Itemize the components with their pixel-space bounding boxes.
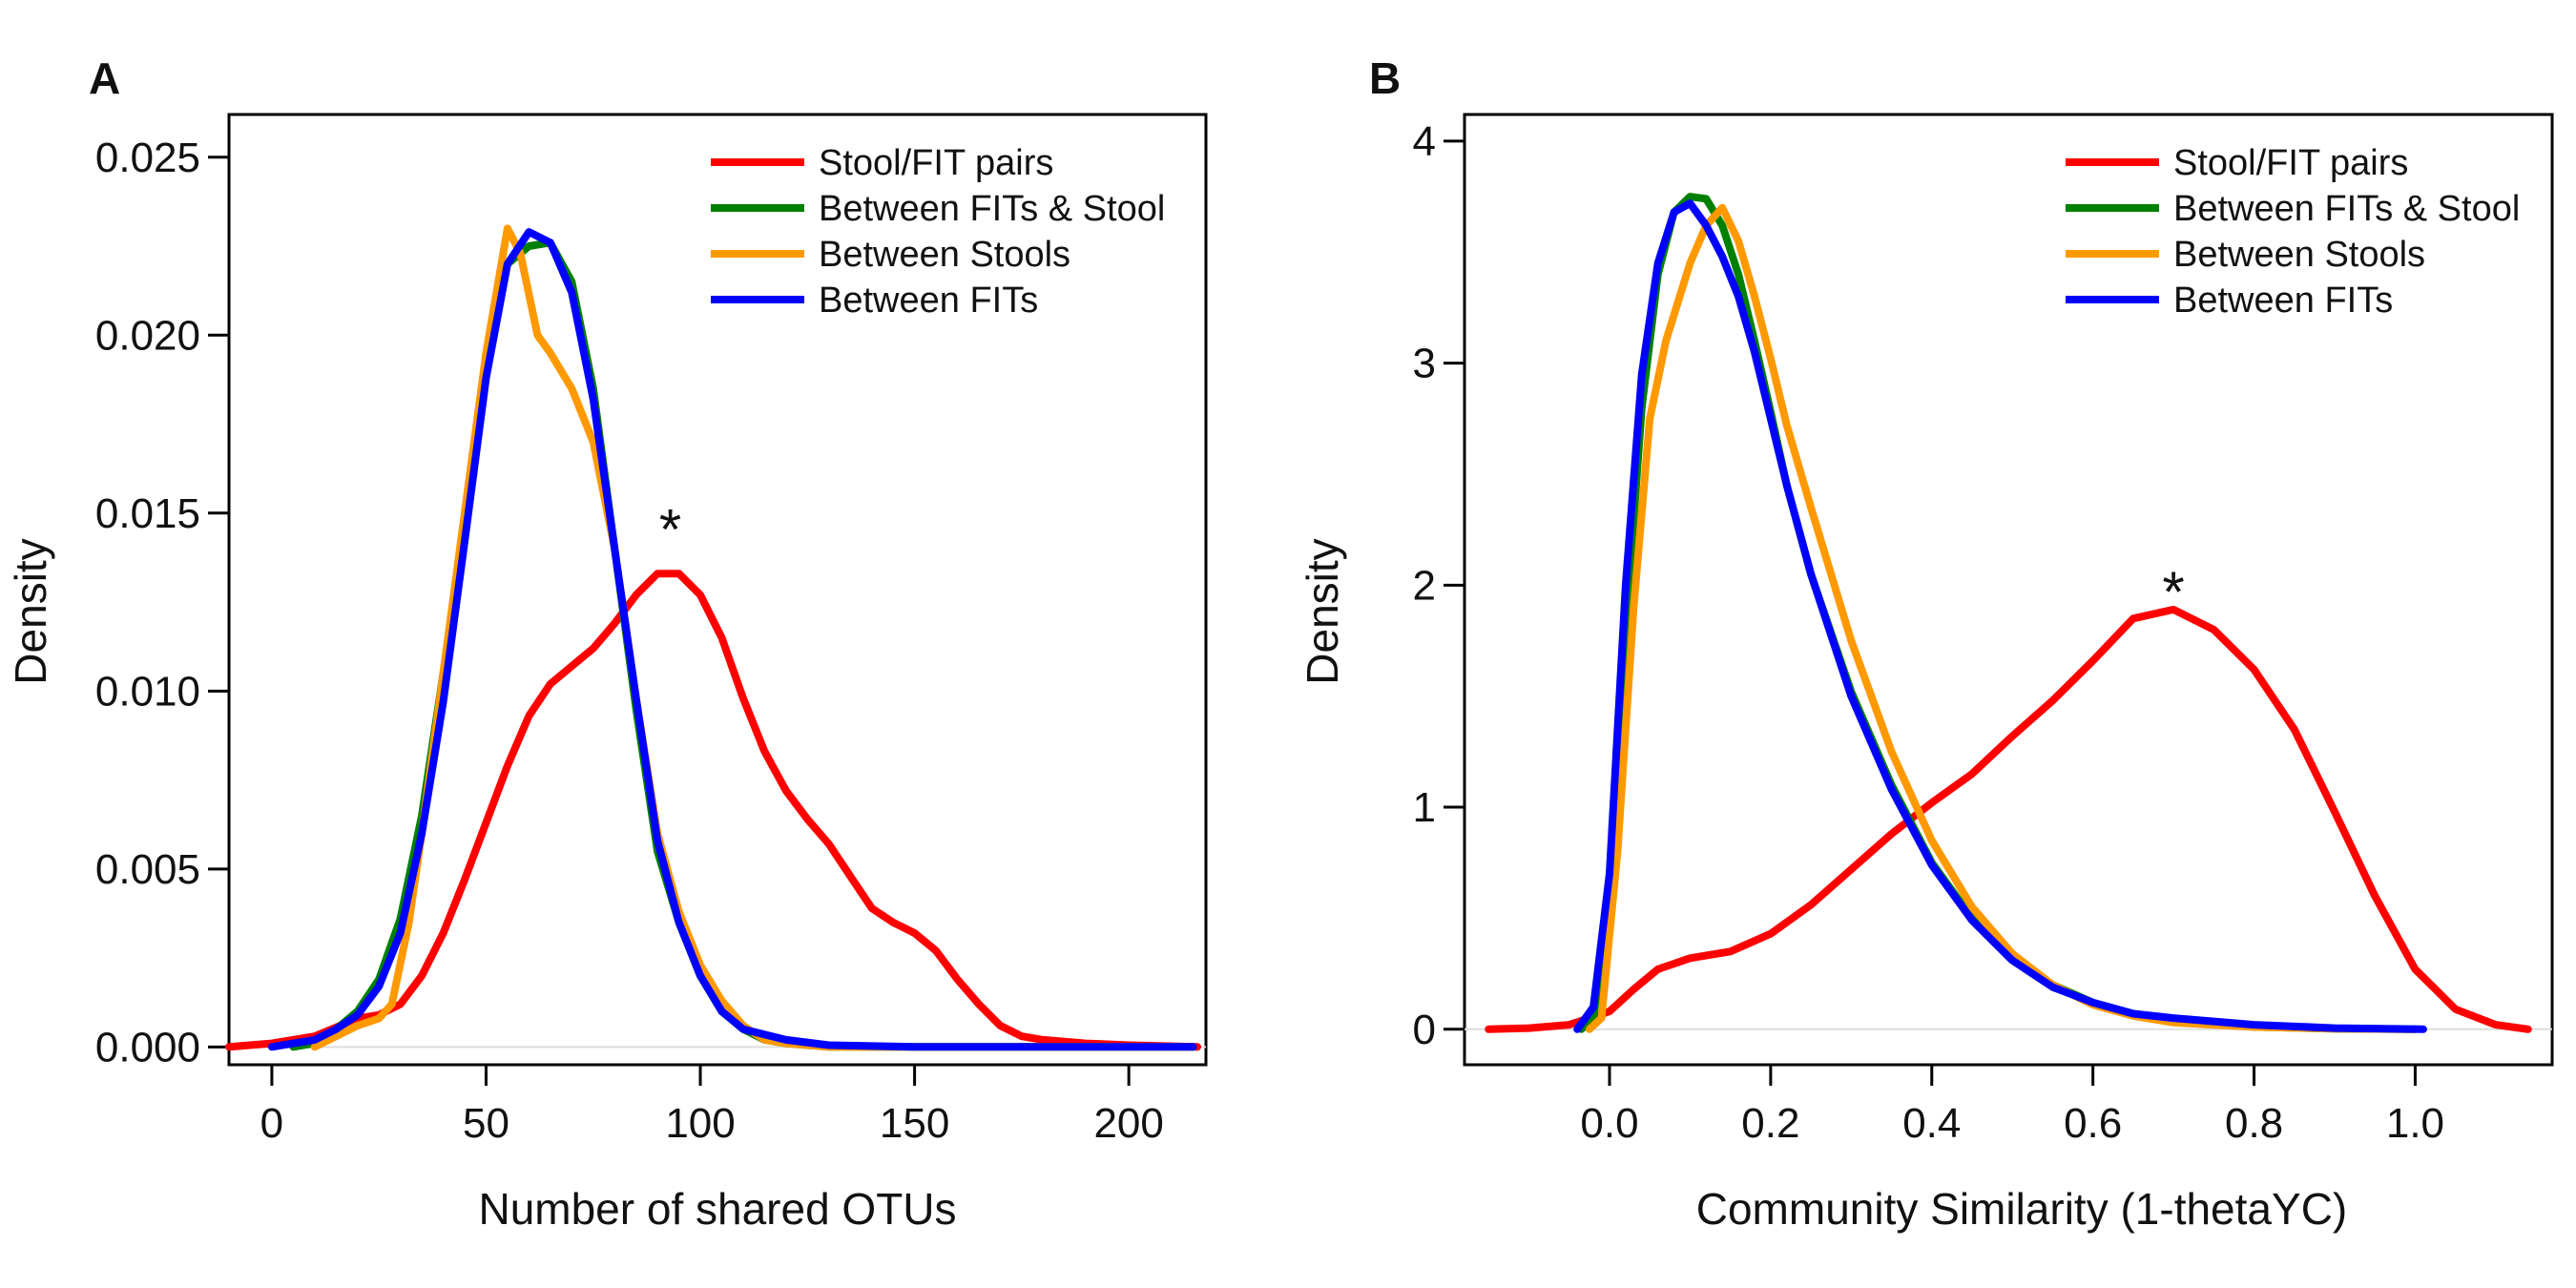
- x-tick-label-b: 0.6: [2064, 1100, 2122, 1147]
- legend-label-between-fits-a: Between FITs: [819, 280, 1038, 321]
- y-axis-label-a: Density: [6, 538, 55, 684]
- x-tick-label-a: 50: [463, 1100, 509, 1147]
- y-tick-label-a: 0.000: [95, 1024, 200, 1070]
- series-line-between-stools-b: [1585, 203, 2420, 1033]
- legend-a: Stool/FIT pairs Between FITs & Stool Betwe…: [711, 143, 1165, 321]
- series-line-between-stools-a: [310, 224, 1197, 1051]
- x-axis-label-a: Number of shared OTUs: [478, 1184, 956, 1234]
- panel-b: 0.0 0.2 0.4 0.6 0.8 1.0 0 1 2 3 4 * B Community Sim…: [1298, 53, 2554, 1234]
- panel-a: 0 50 100 150 200 0.000 0.005 0.010 0.015 0.020 0.0…: [6, 53, 1208, 1234]
- y-tick-label-b: 3: [1413, 341, 1436, 387]
- y-tick-label-b: 1: [1413, 784, 1436, 831]
- x-tick-label-b: 0.0: [1580, 1100, 1638, 1147]
- y-tick-label-a: 0.020: [95, 312, 200, 359]
- series-line-between-fits-stool-a: [289, 239, 1197, 1051]
- legend-label-between-stools-b: Between Stools: [2173, 235, 2425, 275]
- series-line-between-fits-b: [1573, 199, 2427, 1033]
- x-tick-label-a: 0: [260, 1100, 283, 1147]
- y-axis-label-b: Density: [1298, 538, 1347, 684]
- x-tick-label-a: 200: [1093, 1100, 1163, 1147]
- y-tick-label-b: 4: [1413, 118, 1436, 165]
- legend-label-between-stools-a: Between Stools: [819, 235, 1070, 275]
- panel-letter-b: B: [1369, 53, 1401, 103]
- x-axis-label-b: Community Similarity (1-thetaYC): [1696, 1184, 2347, 1234]
- significance-star-b: *: [2162, 560, 2184, 624]
- series-line-stool-fit-pairs-b: [1485, 605, 2532, 1033]
- legend-label-stool-fit-pairs-a: Stool/FIT pairs: [819, 143, 1053, 183]
- legend-b: Stool/FIT pairs Between FITs & Stool Betwe…: [2066, 143, 2520, 321]
- legend-label-between-fits-stool-a: Between FITs & Stool: [819, 189, 1165, 229]
- y-tick-label-a: 0.025: [95, 135, 200, 181]
- y-tick-label-b: 0: [1413, 1007, 1436, 1053]
- x-tick-label-b: 1.0: [2386, 1100, 2444, 1147]
- y-tick-label-a: 0.010: [95, 668, 200, 715]
- series-line-between-fits-stool-b: [1577, 193, 2420, 1033]
- legend-label-stool-fit-pairs-b: Stool/FIT pairs: [2173, 143, 2408, 183]
- series-line-stool-fit-pairs-a: [225, 570, 1201, 1051]
- panel-letter-a: A: [89, 53, 120, 103]
- x-tick-label-a: 100: [665, 1100, 735, 1147]
- legend-label-between-fits-stool-b: Between FITs & Stool: [2173, 189, 2520, 229]
- plot-frame-a: [227, 113, 1208, 1067]
- x-tick-label-b: 0.8: [2225, 1100, 2283, 1147]
- series-line-between-fits-a: [267, 228, 1197, 1051]
- x-tick-label-b: 0.2: [1741, 1100, 1799, 1147]
- plot-frame-b: [1463, 113, 2554, 1067]
- y-tick-label-a: 0.015: [95, 490, 200, 537]
- y-tick-label-a: 0.005: [95, 846, 200, 893]
- significance-star-a: *: [659, 497, 681, 561]
- x-tick-label-b: 0.4: [1902, 1100, 1961, 1147]
- x-tick-label-a: 150: [880, 1100, 949, 1147]
- legend-label-between-fits-b: Between FITs: [2173, 280, 2393, 321]
- y-tick-label-b: 2: [1413, 562, 1436, 609]
